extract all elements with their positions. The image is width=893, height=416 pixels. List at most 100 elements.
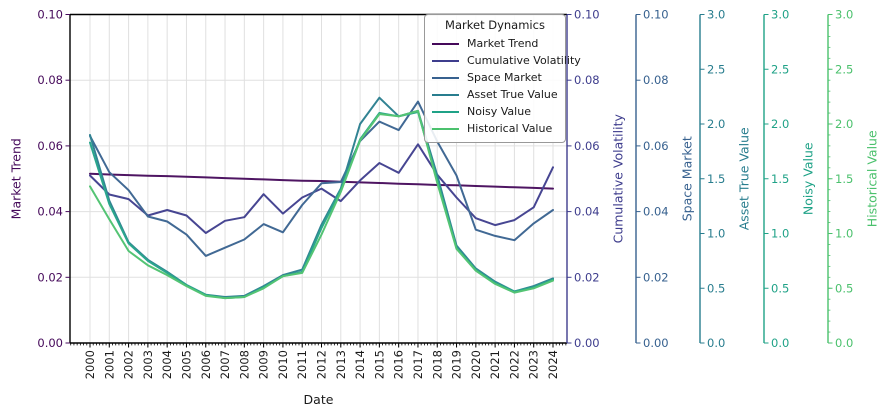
y-tick-label: 2.5 bbox=[835, 62, 853, 76]
x-tick-label: 2021 bbox=[488, 350, 502, 379]
legend-line-swatch bbox=[432, 127, 459, 130]
y-tick-label: 0.00 bbox=[643, 336, 669, 350]
axis-market-trend: 0.00 0.02 0.04 0.06 0.08 0.10 Market Trend bbox=[9, 8, 70, 350]
x-tick-label: 2016 bbox=[392, 350, 406, 379]
legend-label: Noisy Value bbox=[467, 105, 531, 118]
legend-entry-space-market: Space Market bbox=[432, 69, 558, 86]
x-tick-label: 2020 bbox=[469, 350, 483, 379]
legend-line-swatch bbox=[432, 110, 459, 113]
axis-label-asset-true-value: Asset True Value bbox=[737, 127, 752, 230]
axis-label-market-trend: Market Trend bbox=[9, 138, 24, 219]
y-tick-label: 1.5 bbox=[771, 172, 789, 186]
x-tick-label: 2001 bbox=[102, 350, 116, 379]
legend-label: Asset True Value bbox=[467, 88, 558, 101]
x-tick-label: 2015 bbox=[372, 350, 386, 379]
legend-line-swatch bbox=[432, 76, 459, 79]
y-tick-label: 1.0 bbox=[707, 227, 725, 241]
x-tick-label: 2007 bbox=[218, 350, 232, 379]
y-tick-label: 0.5 bbox=[707, 281, 725, 295]
series-line-space-market bbox=[89, 100, 554, 257]
axis-label-noisy-value: Noisy Value bbox=[801, 142, 816, 215]
legend-entry-historical-value: Historical Value bbox=[432, 120, 558, 137]
x-tick-label: 2018 bbox=[430, 350, 444, 379]
x-tick-label: 2023 bbox=[527, 350, 541, 379]
axis-asset-true-value: 0.0 0.5 1.0 1.5 2.0 2.5 3.0 Asset True Value bbox=[699, 8, 752, 350]
y-tick-label: 1.0 bbox=[771, 227, 789, 241]
legend-line-swatch bbox=[432, 42, 459, 45]
y-tick-label: 0.02 bbox=[643, 270, 669, 284]
y-tick-label: 0.08 bbox=[574, 73, 600, 87]
legend-label: Cumulative Volatility bbox=[467, 54, 581, 67]
x-tick-label: 2013 bbox=[334, 350, 348, 379]
axis-historical-value: 0.0 0.5 1.0 1.5 2.0 2.5 3.0 Historical Value bbox=[827, 8, 880, 350]
y-tick-label: 0.08 bbox=[643, 73, 669, 87]
axis-noisy-value: 0.0 0.5 1.0 1.5 2.0 2.5 3.0 Noisy Value bbox=[763, 8, 816, 350]
x-tick-label: 2005 bbox=[179, 350, 193, 379]
legend-line-swatch bbox=[432, 59, 459, 62]
y-tick-label: 2.5 bbox=[707, 62, 725, 76]
y-tick-label: 0.0 bbox=[835, 336, 853, 350]
x-tick-label: 2012 bbox=[315, 350, 329, 379]
legend-entry-cumulative-volatility: Cumulative Volatility bbox=[432, 52, 581, 69]
x-axis-label: Date bbox=[304, 392, 334, 407]
y-tick-label: 0.10 bbox=[643, 8, 669, 22]
y-tick-label: 0.06 bbox=[574, 139, 600, 153]
y-tick-label: 0.04 bbox=[643, 205, 669, 219]
x-tick-label: 2019 bbox=[450, 350, 464, 379]
x-tick-label: 2024 bbox=[546, 350, 560, 379]
x-axis: 2000 2001 2002 2003 2004 2005 2006 2007 2008 2009… bbox=[70, 343, 567, 407]
y-tick-label: 1.0 bbox=[835, 227, 853, 241]
y-tick-label: 0.10 bbox=[37, 8, 63, 22]
y-tick-label: 0.00 bbox=[574, 336, 600, 350]
y-tick-label: 2.0 bbox=[835, 117, 853, 131]
axis-label-historical-value: Historical Value bbox=[865, 130, 880, 227]
legend-entry-noisy-value: Noisy Value bbox=[432, 103, 558, 120]
legend-label: Historical Value bbox=[467, 122, 553, 135]
x-tick-label: 2009 bbox=[257, 350, 271, 379]
x-tick-label: 2004 bbox=[160, 350, 174, 379]
x-tick-label: 2022 bbox=[507, 350, 521, 379]
x-tick-label: 2002 bbox=[122, 350, 136, 379]
x-tick-label: 2014 bbox=[353, 350, 367, 379]
y-tick-label: 3.0 bbox=[707, 8, 725, 22]
legend-title: Market Dynamics bbox=[445, 18, 545, 32]
y-tick-label: 0.0 bbox=[771, 336, 789, 350]
y-tick-label: 3.0 bbox=[771, 8, 789, 22]
y-tick-label: 0.06 bbox=[643, 139, 669, 153]
y-tick-label: 0.02 bbox=[574, 270, 600, 284]
y-tick-label: 0.10 bbox=[574, 8, 600, 22]
y-tick-label: 0.04 bbox=[37, 205, 63, 219]
y-tick-label: 2.0 bbox=[771, 117, 789, 131]
x-tick-label: 2010 bbox=[276, 350, 290, 379]
axis-label-space-market: Space Market bbox=[680, 136, 695, 221]
y-tick-label: 2.0 bbox=[707, 117, 725, 131]
series-line-cumulative-volatility bbox=[89, 143, 554, 234]
y-tick-label: 0.5 bbox=[771, 281, 789, 295]
axis-label-cumulative-volatility: Cumulative Volatility bbox=[611, 113, 626, 243]
y-tick-label: 0.06 bbox=[37, 139, 63, 153]
axis-cumulative-volatility: 0.00 0.02 0.04 0.06 0.08 0.10 Cumulative Volat… bbox=[566, 8, 626, 350]
x-tick-label: 2011 bbox=[295, 350, 309, 379]
y-tick-label: 0.04 bbox=[574, 205, 600, 219]
y-tick-label: 0.00 bbox=[37, 336, 63, 350]
axis-space-market: 0.00 0.02 0.04 0.06 0.08 0.10 Space Market bbox=[635, 8, 695, 350]
legend-label: Space Market bbox=[467, 71, 542, 84]
y-tick-label: 1.5 bbox=[707, 172, 725, 186]
y-tick-label: 0.08 bbox=[37, 73, 63, 87]
x-tick-label: 2003 bbox=[141, 350, 155, 379]
series-group bbox=[89, 96, 554, 300]
x-tick-label: 2000 bbox=[83, 350, 97, 379]
y-tick-label: 3.0 bbox=[835, 8, 853, 22]
x-tick-label: 2006 bbox=[199, 350, 213, 379]
series-line-market-trend bbox=[89, 172, 554, 190]
legend-rows: Market Trend Cumulative Volatility Space M… bbox=[432, 35, 581, 137]
series-line-historical-value bbox=[89, 109, 554, 300]
x-tick-label: 2017 bbox=[411, 350, 425, 379]
y-tick-label: 2.5 bbox=[771, 62, 789, 76]
legend-label: Market Trend bbox=[467, 37, 539, 50]
legend-line-swatch bbox=[432, 93, 459, 96]
legend: Market Dynamics Market Trend Cumulative V… bbox=[424, 14, 581, 143]
legend-entry-asset-true-value: Asset True Value bbox=[432, 86, 558, 103]
